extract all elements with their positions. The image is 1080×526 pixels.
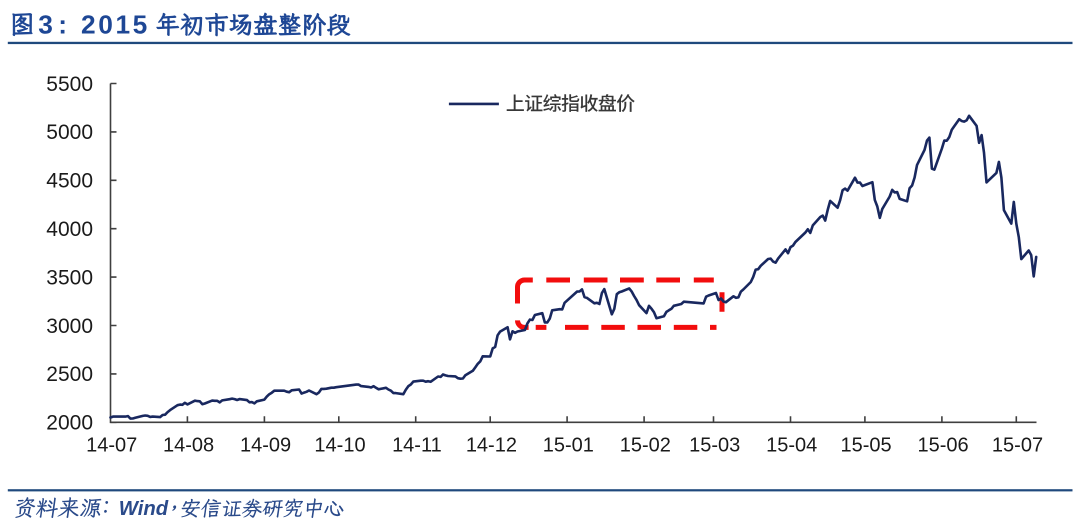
svg-text:14-10: 14-10: [314, 435, 365, 457]
svg-text:14-11: 14-11: [392, 435, 442, 457]
svg-text:2015: 2015: [81, 9, 150, 39]
svg-text:14-07: 14-07: [86, 435, 137, 457]
svg-text:5000: 5000: [46, 121, 93, 144]
svg-text:14-08: 14-08: [163, 435, 214, 457]
svg-text:2000: 2000: [46, 412, 93, 435]
svg-text:15-03: 15-03: [689, 435, 740, 457]
svg-text:14-12: 14-12: [466, 435, 517, 457]
svg-text:15-04: 15-04: [766, 435, 817, 457]
svg-text:15-02: 15-02: [620, 435, 671, 457]
svg-text::: :: [58, 9, 67, 39]
svg-text:3000: 3000: [46, 315, 93, 338]
svg-text:15-07: 15-07: [992, 435, 1043, 457]
svg-text:3: 3: [38, 9, 53, 39]
svg-text:14-09: 14-09: [240, 435, 291, 457]
svg-text:15-06: 15-06: [918, 435, 969, 457]
svg-text:15-05: 15-05: [841, 435, 892, 457]
svg-text:15-01: 15-01: [543, 435, 594, 457]
svg-text:4000: 4000: [46, 218, 93, 241]
svg-text:3500: 3500: [46, 266, 93, 289]
svg-text:Wind: Wind: [119, 498, 169, 520]
svg-text:5500: 5500: [46, 73, 93, 96]
svg-text:4500: 4500: [46, 170, 93, 193]
svg-text:2500: 2500: [46, 363, 93, 386]
